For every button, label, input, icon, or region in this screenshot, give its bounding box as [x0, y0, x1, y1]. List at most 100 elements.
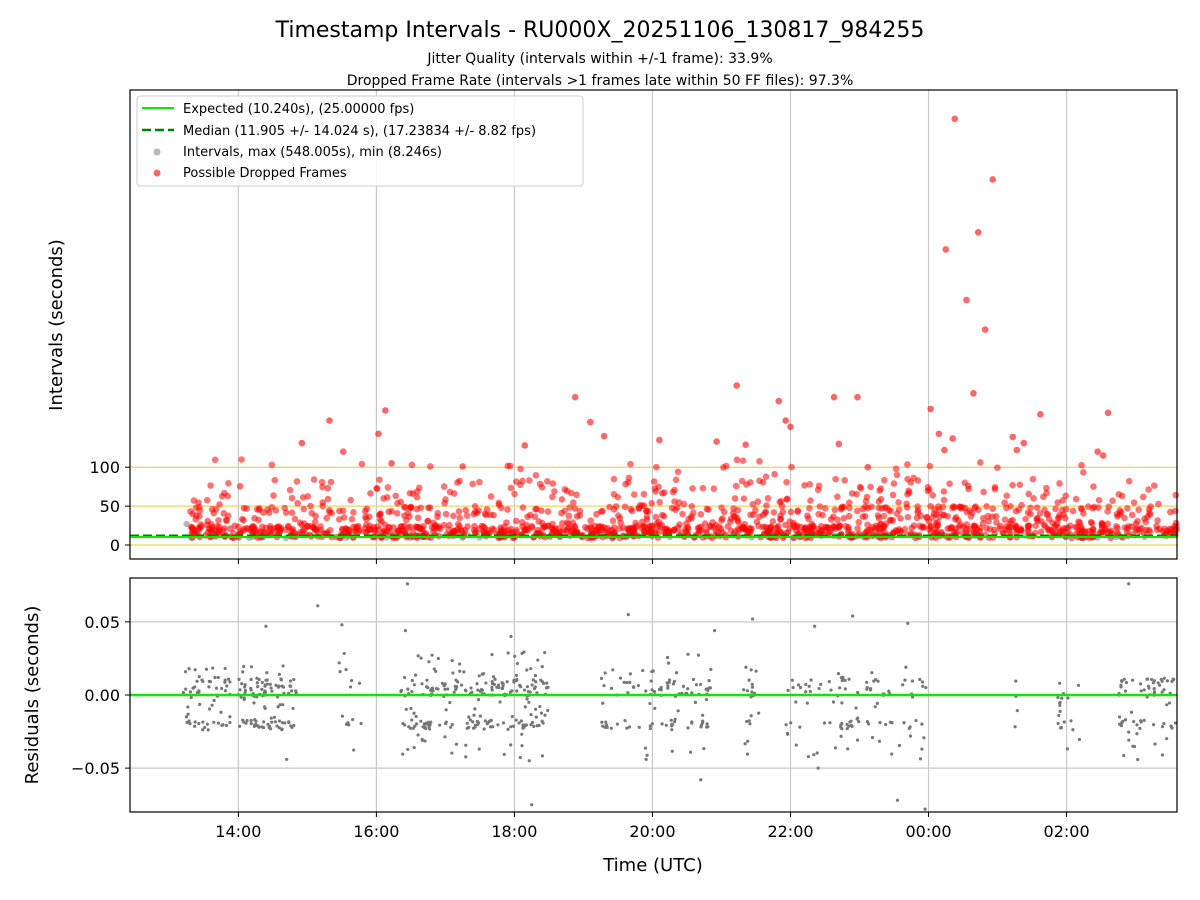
residual-point — [745, 689, 749, 693]
residual-point — [491, 675, 496, 679]
dropped-frame-point — [821, 505, 829, 512]
residual-point — [430, 653, 434, 657]
residual-point — [1160, 753, 1165, 757]
residual-point — [220, 686, 224, 691]
residual-point — [745, 719, 749, 724]
residual-point — [434, 669, 438, 674]
dropped-frame-point — [239, 515, 246, 523]
dropped-frame-point — [731, 512, 738, 520]
dropped-frame-point — [656, 436, 663, 444]
dropped-frame-point — [1036, 510, 1044, 517]
dropped-frame-point — [877, 520, 884, 528]
residual-point — [749, 714, 753, 718]
residual-point — [277, 719, 282, 723]
dropped-frame-point — [225, 480, 232, 487]
residual-point — [1119, 724, 1124, 728]
residual-point — [686, 726, 690, 730]
dropped-frame-point — [976, 527, 984, 535]
residual-point — [279, 677, 283, 681]
residual-point — [525, 668, 529, 672]
residual-point — [908, 734, 913, 738]
dropped-frame-point — [782, 417, 789, 424]
dropped-frame-point — [210, 509, 218, 517]
dropped-frame-point — [1133, 525, 1140, 532]
dropped-frame-point — [904, 490, 911, 498]
dropped-frame-point — [1125, 477, 1133, 485]
dropped-frame-point — [1043, 484, 1050, 492]
residual-point — [804, 682, 808, 687]
residual-point — [670, 722, 674, 726]
dropped-frame-point — [1009, 433, 1017, 441]
dropped-frame-point — [1020, 439, 1028, 447]
dropped-frame-point — [311, 518, 319, 526]
residual-point — [255, 681, 259, 685]
dropped-frame-point — [565, 512, 573, 520]
residual-point — [283, 721, 287, 725]
dropped-frame-point — [862, 503, 869, 510]
residual-point — [226, 677, 231, 681]
dropped-frame-point — [413, 493, 421, 501]
dropped-frame-point — [926, 462, 934, 470]
dropped-frame-point — [731, 495, 739, 502]
dropped-frame-point — [526, 477, 533, 484]
residual-point — [249, 665, 254, 669]
residual-point — [706, 688, 710, 692]
dropped-frame-point — [655, 483, 662, 491]
dropped-frame-point — [989, 176, 997, 183]
residual-point — [804, 690, 808, 694]
residual-point — [290, 689, 294, 693]
residual-point — [1135, 723, 1139, 727]
residual-point — [544, 686, 549, 690]
dropped-frame-point — [519, 504, 527, 511]
dropped-frame-point — [770, 509, 778, 516]
dropped-frame-point — [454, 479, 461, 486]
dropped-frame-point — [1059, 497, 1067, 504]
residual-point — [866, 722, 871, 726]
residual-point — [348, 685, 353, 689]
dropped-frame-point — [457, 525, 464, 533]
residual-point — [216, 675, 220, 680]
dropped-frame-point — [904, 475, 911, 483]
residual-point — [275, 724, 279, 728]
residual-point — [290, 725, 294, 729]
dropped-frame-point — [709, 519, 716, 526]
residual-point — [1139, 682, 1143, 686]
residual-point — [538, 704, 542, 709]
residual-point — [815, 751, 819, 755]
residual-point — [746, 739, 750, 743]
dropped-frame-point — [1016, 481, 1024, 489]
residual-point — [493, 677, 497, 681]
dropped-frame-point — [1130, 499, 1138, 506]
residual-point — [540, 665, 544, 669]
dropped-frame-point — [1135, 506, 1142, 514]
residual-point — [625, 680, 629, 685]
dropped-frame-point — [1155, 500, 1162, 508]
residual-point — [615, 722, 620, 726]
residual-point — [865, 685, 869, 690]
dropped-frame-point — [861, 513, 869, 520]
residual-point — [1120, 679, 1124, 683]
residual-point — [205, 722, 209, 726]
dropped-frame-point — [914, 509, 921, 516]
residual-point — [191, 686, 195, 690]
residual-point — [249, 718, 253, 723]
dropped-frame-point — [532, 505, 539, 513]
dropped-frame-point — [192, 504, 200, 512]
residual-point — [424, 685, 429, 689]
bottom-y-tick-label: 0.00 — [84, 686, 120, 705]
dropped-frame-point — [825, 524, 832, 531]
residual-point — [660, 722, 664, 726]
dropped-frame-point — [326, 417, 333, 424]
residual-point — [895, 798, 900, 802]
residual-point — [1076, 683, 1081, 687]
residual-point — [225, 684, 229, 688]
dropped-frame-point — [649, 522, 656, 530]
residual-point — [536, 658, 540, 662]
residual-point — [543, 651, 547, 655]
residual-point — [622, 680, 626, 684]
residual-point — [744, 665, 748, 669]
dropped-frame-point — [507, 484, 515, 492]
residual-point — [269, 716, 273, 720]
x-tick-label: 02:00 — [1044, 822, 1090, 841]
dropped-frame-point — [831, 523, 838, 531]
